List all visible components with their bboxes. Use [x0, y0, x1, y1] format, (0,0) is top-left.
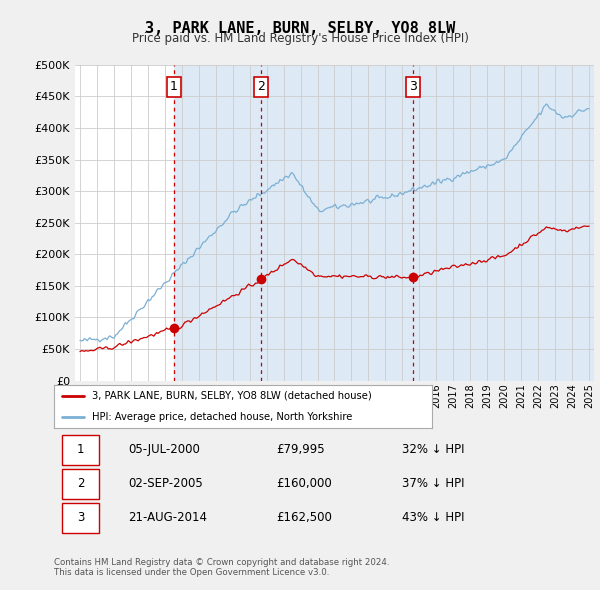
- Text: £79,995: £79,995: [276, 443, 325, 456]
- Text: Price paid vs. HM Land Registry's House Price Index (HPI): Price paid vs. HM Land Registry's House …: [131, 32, 469, 45]
- Text: £160,000: £160,000: [276, 477, 332, 490]
- Text: 02-SEP-2005: 02-SEP-2005: [128, 477, 203, 490]
- Text: 32% ↓ HPI: 32% ↓ HPI: [403, 443, 465, 456]
- Text: £162,500: £162,500: [276, 512, 332, 525]
- Bar: [261, 65, 413, 381]
- Text: 1: 1: [170, 80, 178, 93]
- Text: 05-JUL-2000: 05-JUL-2000: [128, 443, 200, 456]
- Text: This data is licensed under the Open Government Licence v3.0.: This data is licensed under the Open Gov…: [54, 568, 329, 576]
- Text: 2: 2: [77, 477, 84, 490]
- Text: 3: 3: [409, 80, 417, 93]
- Text: HPI: Average price, detached house, North Yorkshire: HPI: Average price, detached house, Nort…: [92, 412, 352, 422]
- FancyBboxPatch shape: [62, 503, 99, 533]
- Text: Contains HM Land Registry data © Crown copyright and database right 2024.: Contains HM Land Registry data © Crown c…: [54, 558, 389, 566]
- Text: 43% ↓ HPI: 43% ↓ HPI: [403, 512, 465, 525]
- Text: 3, PARK LANE, BURN, SELBY, YO8 8LW: 3, PARK LANE, BURN, SELBY, YO8 8LW: [145, 21, 455, 35]
- Text: 2: 2: [257, 80, 265, 93]
- FancyBboxPatch shape: [62, 469, 99, 499]
- Text: 21-AUG-2014: 21-AUG-2014: [128, 512, 207, 525]
- Text: 37% ↓ HPI: 37% ↓ HPI: [403, 477, 465, 490]
- Text: 3, PARK LANE, BURN, SELBY, YO8 8LW (detached house): 3, PARK LANE, BURN, SELBY, YO8 8LW (deta…: [92, 391, 371, 401]
- Bar: [413, 65, 594, 381]
- Bar: [174, 65, 261, 381]
- FancyBboxPatch shape: [62, 435, 99, 465]
- Text: 3: 3: [77, 512, 84, 525]
- Text: 1: 1: [77, 443, 84, 456]
